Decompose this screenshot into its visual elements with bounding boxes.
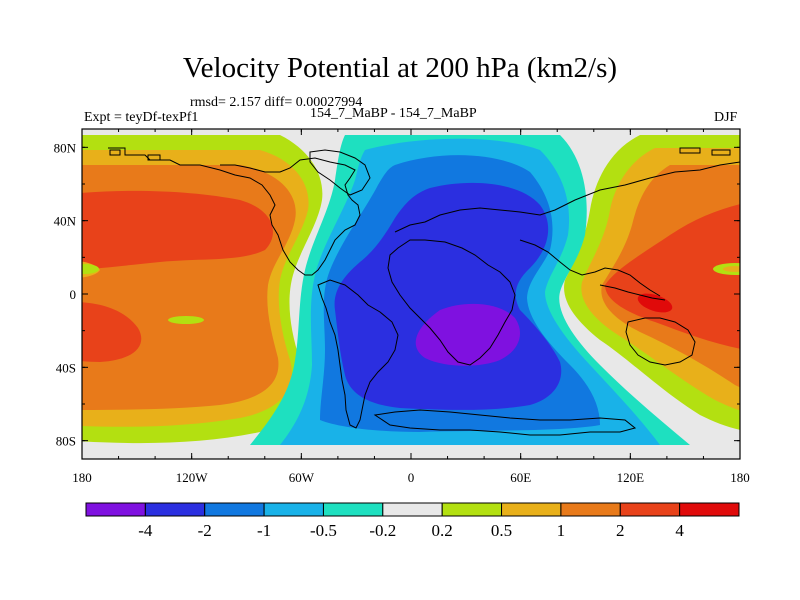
chart-title: Velocity Potential at 200 hPa (km2/s): [182, 52, 618, 84]
colorbar-box: [560, 502, 621, 517]
colorbar-box: [263, 502, 324, 517]
coastline-south-asia: [519, 239, 661, 297]
colorbar-label: 0.2: [432, 521, 453, 540]
axis-ticks: 180 120W 60W 0 60E 120E 180 80N 40N 0 40S 80S: [54, 129, 750, 485]
stats-text: rmsd= 2.157 diff= 0.00027994: [190, 95, 363, 110]
left-label: Expt = teyDf-texPf1: [84, 110, 199, 125]
colorbar-box: [441, 502, 503, 517]
colorbar-label: -2: [198, 521, 212, 540]
y-tick-label: 80S: [56, 434, 76, 449]
colorbar-box: [501, 502, 562, 517]
y-tick-label: 40S: [56, 360, 76, 375]
coastlines: [108, 147, 740, 436]
coastline-north-america: [108, 147, 361, 276]
colorbar-label: -0.2: [369, 521, 396, 540]
contour-c-neg4: [415, 303, 520, 366]
colorbar-box: [204, 502, 265, 517]
colorbar-label: 2: [616, 521, 625, 540]
colorbar-label: 1: [557, 521, 566, 540]
center-label: 154_7_MaBP - 154_7_MaBP: [310, 106, 477, 121]
contour-w-yellow-spot: [168, 316, 204, 324]
coastline-antarctica: [373, 409, 637, 436]
contour-e-right-strip-inner: [723, 266, 740, 272]
colorbar: -4 -2 -1 -0.5 -0.2 0.2 0.5 1 2 4: [85, 502, 740, 540]
colorbar-label: 4: [675, 521, 684, 540]
colorbar-box: [144, 502, 206, 517]
y-tick-label: 0: [70, 287, 77, 302]
colorbar-box: [85, 502, 146, 517]
contour-w-2b: [82, 302, 142, 362]
colorbar-box: [382, 502, 443, 517]
coastline-south-america: [317, 279, 399, 429]
right-label: DJF: [714, 110, 738, 125]
y-tick-label: 40N: [54, 214, 77, 229]
coastline-australia: [625, 317, 696, 366]
contour-field: [82, 129, 740, 459]
x-tick-label: 180: [730, 470, 750, 485]
x-tick-label: 180: [72, 470, 92, 485]
coastline-arctic-islands: [109, 147, 731, 161]
colorbar-box: [619, 502, 681, 517]
coastline-africa: [387, 239, 516, 366]
x-tick-label: 0: [408, 470, 415, 485]
contour-w-2a: [82, 190, 273, 270]
contour-e-4: [637, 293, 673, 313]
colorbar-label: -1: [257, 521, 271, 540]
coastline-greenland: [309, 149, 371, 196]
colorbar-box: [679, 502, 740, 517]
colorbar-label: 0.5: [491, 521, 512, 540]
contour-w-left-strip: [82, 264, 99, 274]
x-tick-label: 120W: [176, 470, 209, 485]
coastline-indonesia: [599, 284, 666, 301]
colorbar-label: -0.5: [310, 521, 337, 540]
colorbar-label: -4: [138, 521, 153, 540]
contour-e-2: [605, 204, 740, 349]
x-tick-label: 60W: [289, 470, 315, 485]
x-tick-label: 60E: [510, 470, 531, 485]
coastline-eurasia-africa: [394, 161, 740, 233]
x-tick-label: 120E: [617, 470, 645, 485]
colorbar-box: [322, 502, 384, 517]
y-tick-label: 80N: [54, 140, 77, 155]
